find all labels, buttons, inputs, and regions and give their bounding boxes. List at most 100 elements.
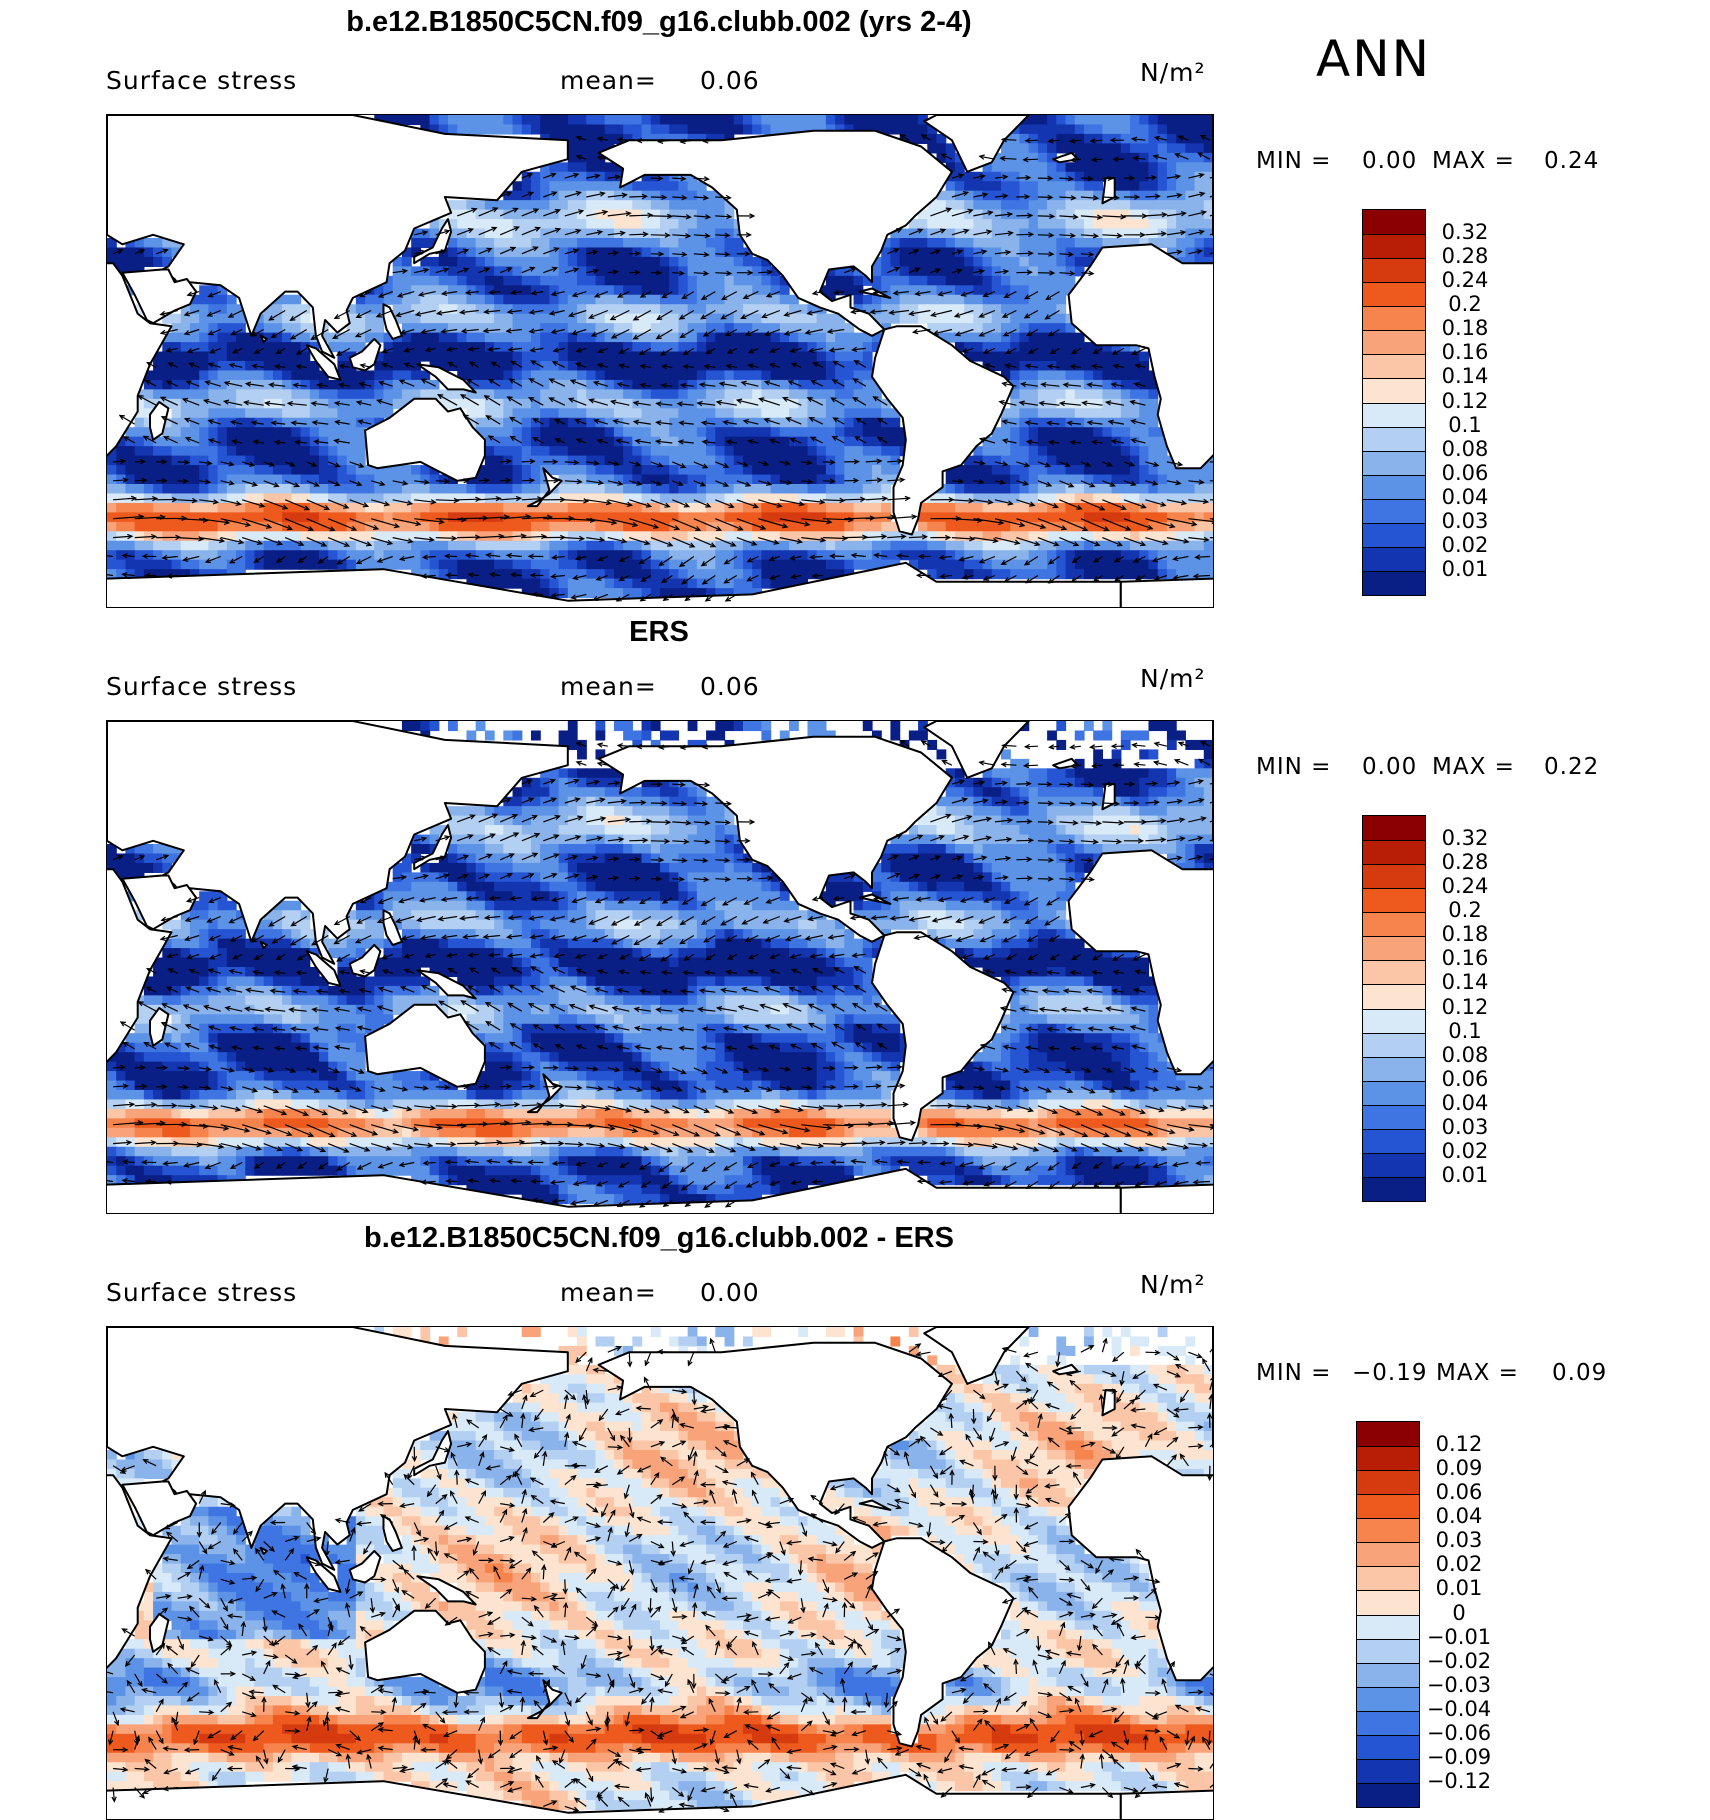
colorbar-swatch [1363,571,1425,595]
colorbar-tick-label: 0.28 [1430,244,1500,268]
colorbar-swatch [1363,330,1425,354]
panel-2-min-value: 0.00 [1362,754,1417,780]
colorbar-swatch [1363,960,1425,984]
panel-1-variable: Surface stress [106,66,297,95]
colorbar-tick-label: 0.32 [1430,826,1500,850]
colorbar-tick-label: 0.08 [1430,1043,1500,1067]
map-canvas [107,1327,1213,1819]
colorbar-swatch [1363,475,1425,499]
colorbar-tick-label: 0.02 [1430,1139,1500,1163]
colorbar-swatch [1363,1129,1425,1153]
colorbar-tick-label: 0.16 [1430,340,1500,364]
colorbar-swatch [1357,1711,1419,1735]
panel-3-min-value: −0.19 [1352,1360,1427,1386]
colorbar-swatch [1363,1177,1425,1201]
panel-2-mean-label: mean= [560,672,657,701]
colorbar-swatch [1363,840,1425,864]
panel-3-units: N/m² [1140,1270,1206,1299]
colorbar-swatch [1357,1494,1419,1518]
colorbar-swatch [1363,378,1425,402]
panel-2-max-value: 0.22 [1544,754,1599,780]
panel-2-map [106,720,1214,1214]
panel-3-mean-label: mean= [560,1278,657,1307]
panel-2-max-label: MAX = [1432,754,1515,780]
colorbar-tick-label: 0.02 [1430,533,1500,557]
panel-2-min-label: MIN = [1256,754,1331,780]
panel-1-mean-value: 0.06 [700,66,760,95]
colorbar-tick-label: 0.02 [1424,1552,1494,1576]
colorbar-box [1356,1421,1420,1808]
colorbar-swatch [1363,888,1425,912]
map-canvas [107,721,1213,1213]
panel-2-units: N/m² [1140,664,1206,693]
colorbar-swatch [1357,1615,1419,1639]
colorbar-swatch [1357,1446,1419,1470]
panel-3-map [106,1326,1214,1820]
colorbar-tick-label: 0.14 [1430,364,1500,388]
colorbar-swatch [1357,1470,1419,1494]
colorbar-tick-label: 0.1 [1430,1019,1500,1043]
colorbar-swatch [1363,1105,1425,1129]
panel-3-mean-value: 0.00 [700,1278,760,1307]
panel-1-title: b.e12.B1850C5CN.f09_g16.clubb.002 (yrs 2… [106,6,1212,39]
colorbar-tick-label: −0.03 [1424,1673,1494,1697]
colorbar-swatch [1363,1081,1425,1105]
colorbar-tick-label: −0.09 [1424,1745,1494,1769]
colorbar-tick-label: 0.04 [1424,1504,1494,1528]
colorbar-box [1362,209,1426,596]
map-canvas [107,115,1213,607]
colorbar-tick-label: 0 [1424,1601,1494,1625]
colorbar-swatch [1363,210,1425,234]
panel-1-max-label: MAX = [1432,148,1515,174]
colorbar-swatch [1357,1590,1419,1614]
colorbar-swatch [1363,282,1425,306]
colorbar-tick-label: −0.12 [1424,1769,1494,1793]
colorbar-swatch [1363,547,1425,571]
colorbar-tick-label: 0.06 [1430,461,1500,485]
colorbar-swatch [1357,1518,1419,1542]
season-label: ANN [1316,30,1431,88]
colorbar-tick-label: 0.24 [1430,268,1500,292]
colorbar-swatch [1363,427,1425,451]
colorbar-swatch [1357,1663,1419,1687]
colorbar-swatch [1357,1687,1419,1711]
panel-1-max-value: 0.24 [1544,148,1599,174]
colorbar-swatch [1363,1033,1425,1057]
colorbar-box [1362,815,1426,1202]
panel-1-mean-label: mean= [560,66,657,95]
colorbar-swatch [1363,1057,1425,1081]
colorbar-swatch [1357,1542,1419,1566]
colorbar-tick-label: 0.12 [1430,995,1500,1019]
colorbar-swatch [1363,864,1425,888]
colorbar-swatch [1363,451,1425,475]
panel-3-max-value: 0.09 [1552,1360,1607,1386]
colorbar-tick-label: 0.06 [1430,1067,1500,1091]
colorbar-swatch [1363,936,1425,960]
panel-3-min-label: MIN = [1256,1360,1331,1386]
colorbar-tick-label: 0.06 [1424,1480,1494,1504]
panel-2-variable: Surface stress [106,672,297,701]
colorbar-tick-label: 0.18 [1430,922,1500,946]
colorbar-swatch [1363,1153,1425,1177]
colorbar-tick-label: 0.12 [1424,1432,1494,1456]
colorbar-tick-label: 0.08 [1430,437,1500,461]
colorbar-tick-label: 0.03 [1430,1115,1500,1139]
colorbar-tick-label: −0.06 [1424,1721,1494,1745]
colorbar-tick-label: 0.04 [1430,485,1500,509]
colorbar-swatch [1363,523,1425,547]
colorbar-tick-label: 0.04 [1430,1091,1500,1115]
colorbar-tick-label: 0.32 [1430,220,1500,244]
colorbar-swatch [1363,499,1425,523]
panel-3-max-label: MAX = [1436,1360,1519,1386]
colorbar-tick-label: 0.18 [1430,316,1500,340]
colorbar-tick-label: 0.01 [1430,557,1500,581]
panel-1-units: N/m² [1140,58,1206,87]
colorbar-swatch [1363,984,1425,1008]
colorbar-tick-label: 0.03 [1430,509,1500,533]
panel-1-min-value: 0.00 [1362,148,1417,174]
colorbar-swatch [1363,306,1425,330]
colorbar-swatch [1363,1009,1425,1033]
colorbar-swatch [1357,1566,1419,1590]
